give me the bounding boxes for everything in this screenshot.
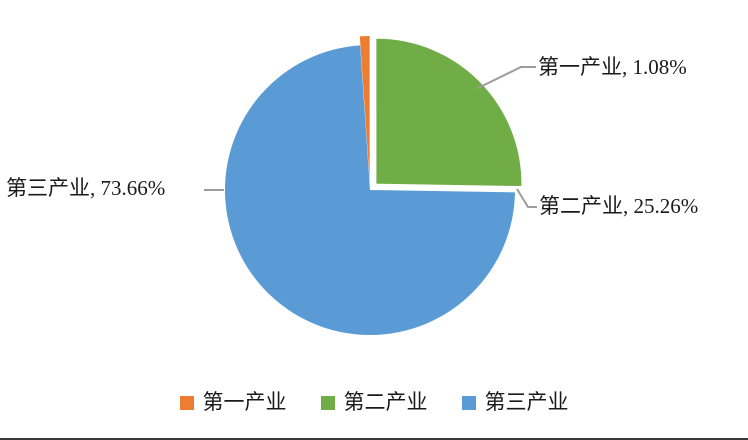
pie-slice-secondary[interactable]: [376, 38, 522, 187]
figure-bottom-rule: [0, 438, 748, 440]
leader-line-primary: [477, 66, 536, 89]
leader-line-secondary: [516, 188, 537, 208]
legend-swatch-primary: [179, 395, 194, 410]
legend-label-secondary: 第二产业: [343, 390, 428, 414]
data-label-tertiary: 第三产业, 73.66%: [6, 176, 166, 200]
legend-item-tertiary[interactable]: 第三产业: [461, 390, 569, 414]
legend-swatch-tertiary: [461, 395, 476, 410]
legend-label-tertiary: 第三产业: [484, 390, 569, 414]
legend-label-primary: 第一产业: [202, 390, 287, 414]
legend-item-secondary[interactable]: 第二产业: [320, 390, 428, 414]
legend-swatch-secondary: [320, 395, 335, 410]
pie-slice-tertiary[interactable]: [224, 45, 515, 336]
chart-legend: 第一产业 第二产业 第三产业: [0, 392, 748, 413]
legend-item-primary[interactable]: 第一产业: [179, 390, 287, 414]
data-label-primary: 第一产业, 1.08%: [538, 55, 687, 79]
data-label-secondary: 第二产业, 25.26%: [539, 194, 699, 218]
pie-slice-primary[interactable]: [359, 36, 370, 182]
